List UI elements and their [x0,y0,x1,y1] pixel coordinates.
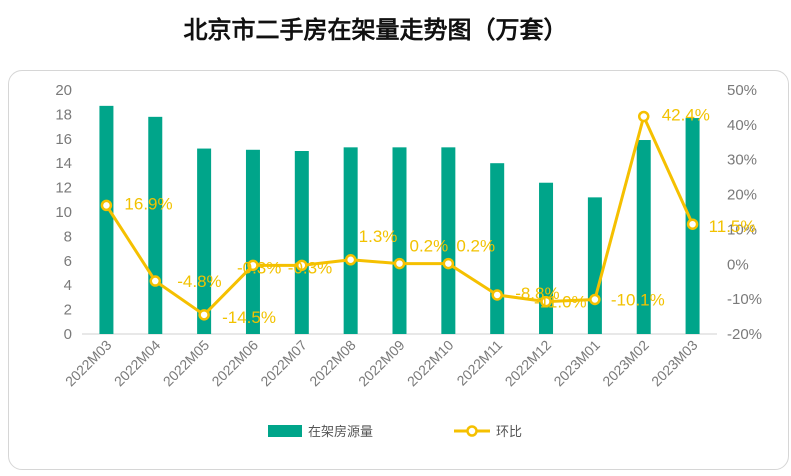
right-tick-label: 40% [727,117,757,134]
right-tick-label: 20% [727,187,757,204]
left-tick-label: 6 [64,253,72,270]
left-axis-ticks: 0 2 4 6 8 10 12 14 16 18 20 [55,82,72,343]
right-tick-label: 30% [727,152,757,169]
data-label: 16.9% [124,194,172,213]
bar [392,147,407,334]
right-tick-label: -20% [727,326,762,343]
x-tick-label: 2022M06 [208,337,261,390]
data-label: 0.2% [456,237,495,256]
line-series [100,110,699,321]
line-point [589,293,601,306]
line-point [296,259,308,272]
x-axis-ticks: 2022M032022M042022M052022M062022M072022M… [62,337,701,390]
data-label: -0.3% [237,258,281,277]
left-tick-label: 20 [55,82,72,99]
data-label: -4.8% [177,272,221,291]
left-tick-label: 2 [64,302,72,319]
x-tick-label: 2022M09 [355,337,408,390]
data-labels: 16.9% -4.8%-14.5% -0.3% -0.3% 1.3% 0.2% 0.2% -8… [124,105,755,326]
line-point [393,257,406,270]
line-point [247,259,259,272]
x-tick-label: 2022M05 [160,337,213,390]
x-tick-label: 2023M01 [550,337,603,390]
line-point [149,275,162,287]
chart-title: 北京市二手房在架量走势图（万套） [183,16,568,44]
x-tick-label: 2022M08 [306,337,359,390]
data-label: -11.0% [534,293,587,312]
data-label: -14.5% [222,308,276,327]
bar [441,147,456,334]
legend: 在架房源量 环比 [268,424,522,440]
left-tick-label: 0 [64,326,72,343]
line-point [198,309,210,321]
right-tick-label: 50% [727,82,757,99]
x-tick-label: 2022M10 [404,337,457,390]
bar [343,147,358,334]
x-tick-label: 2023M03 [648,337,701,390]
left-tick-label: 4 [64,277,72,294]
chart-frame [8,70,789,470]
bar [99,105,114,334]
data-label: -0.3% [288,258,332,277]
data-label: 42.4% [662,105,710,124]
bar [197,148,212,334]
left-tick-label: 18 [55,106,72,123]
legend-label-line: 环比 [496,425,522,440]
line-point [540,295,552,308]
line-point [491,289,503,301]
data-label: 1.3% [359,227,398,246]
line-point [100,199,113,212]
x-tick-label: 2022M03 [62,337,115,390]
bar-series [99,105,700,334]
bar [148,116,163,334]
left-tick-label: 14 [55,155,72,172]
data-label: 11.5% [709,217,756,236]
bar [245,149,260,334]
x-tick-label: 2022M11 [453,337,505,389]
data-label: -8.8% [515,284,559,303]
legend-swatch-point [466,425,478,437]
line-point [442,257,455,270]
data-label: -10.1% [611,290,665,309]
x-tick-label: 2022M07 [257,337,310,390]
line-point [637,110,650,123]
line-point [686,218,699,230]
legend-label-bar: 在架房源量 [308,424,373,440]
right-tick-label: 10% [727,221,757,238]
x-tick-label: 2023M02 [599,337,652,390]
legend-swatch-bar [268,425,302,437]
x-tick-label: 2022M12 [502,337,555,390]
x-tick-label: 2022M04 [111,337,164,390]
right-axis-ticks: -20% -10% 0% 10% 20% 30% 40% 50% [727,82,762,343]
left-tick-label: 10 [55,204,72,221]
bar [636,140,651,334]
bar [294,151,309,334]
data-label: 0.2% [410,237,449,256]
left-tick-label: 8 [64,228,72,245]
bar [539,182,554,334]
left-tick-label: 12 [55,180,72,197]
line-point [344,254,357,266]
right-tick-label: -10% [727,291,762,308]
left-tick-label: 16 [55,131,72,148]
bar [587,197,602,334]
right-tick-label: 0% [727,256,749,273]
